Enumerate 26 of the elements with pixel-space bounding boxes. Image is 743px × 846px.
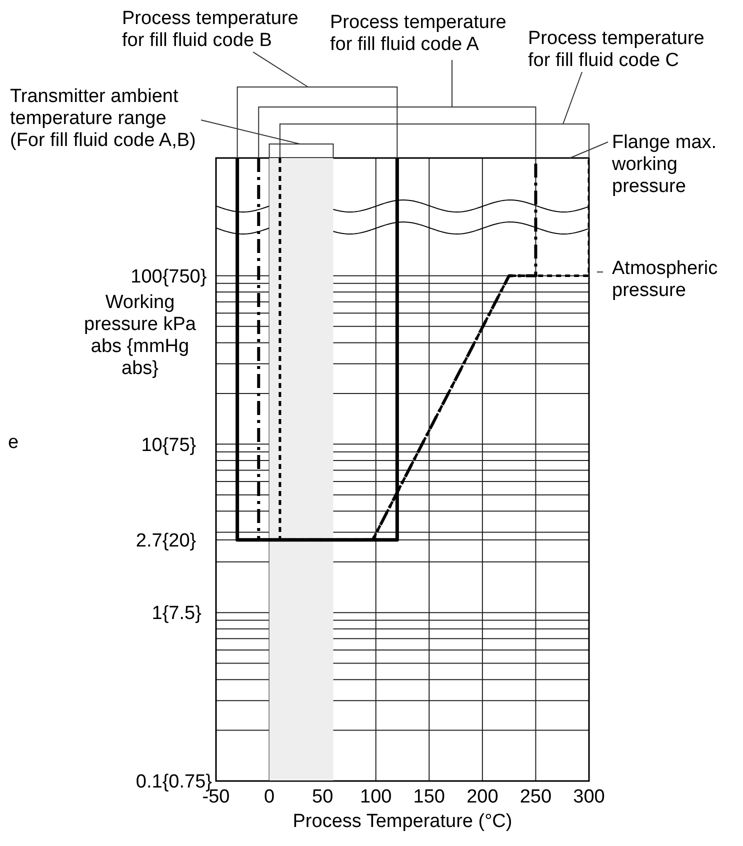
text: Process temperature for fill fluid code B [122, 8, 300, 52]
text: Process temperature for fill fluid code A [330, 12, 506, 55]
y-tick-label: 0.1 [136, 772, 162, 793]
x-tick-label: 150 [413, 786, 445, 808]
x-tick-label: 250 [520, 786, 552, 808]
y-axis-title: Working pressure kPa abs {mmHg abs} [83, 292, 197, 380]
text: e [8, 432, 20, 454]
x-axis-title: Process Temperature (°C) [292, 811, 512, 832]
text: Atmospheric pressure [612, 258, 719, 302]
x-tick-label: 200 [466, 786, 498, 808]
text: {75} [162, 434, 196, 456]
text: {750} [162, 266, 207, 288]
text: {0.75} [162, 772, 212, 793]
y-tick-label: 100 [130, 266, 162, 288]
x-tick-label: 100 [360, 786, 392, 808]
x-tick-label: 300 [573, 786, 605, 808]
text: {7.5} [162, 603, 202, 624]
y-tick-label: 10 [141, 434, 162, 456]
text: {20} [162, 530, 196, 552]
text: Transmitter ambient temperature range (For fill fluid code A,B) [10, 86, 197, 152]
x-tick-label: 50 [312, 786, 334, 808]
y-tick-label: 1 [152, 603, 162, 624]
x-tick-label: 0 [264, 786, 275, 808]
y-tick-label: 2.7 [136, 530, 162, 552]
text: Flange max. working pressure [612, 132, 718, 198]
text: Process temperature for fill fluid code C [528, 28, 706, 72]
